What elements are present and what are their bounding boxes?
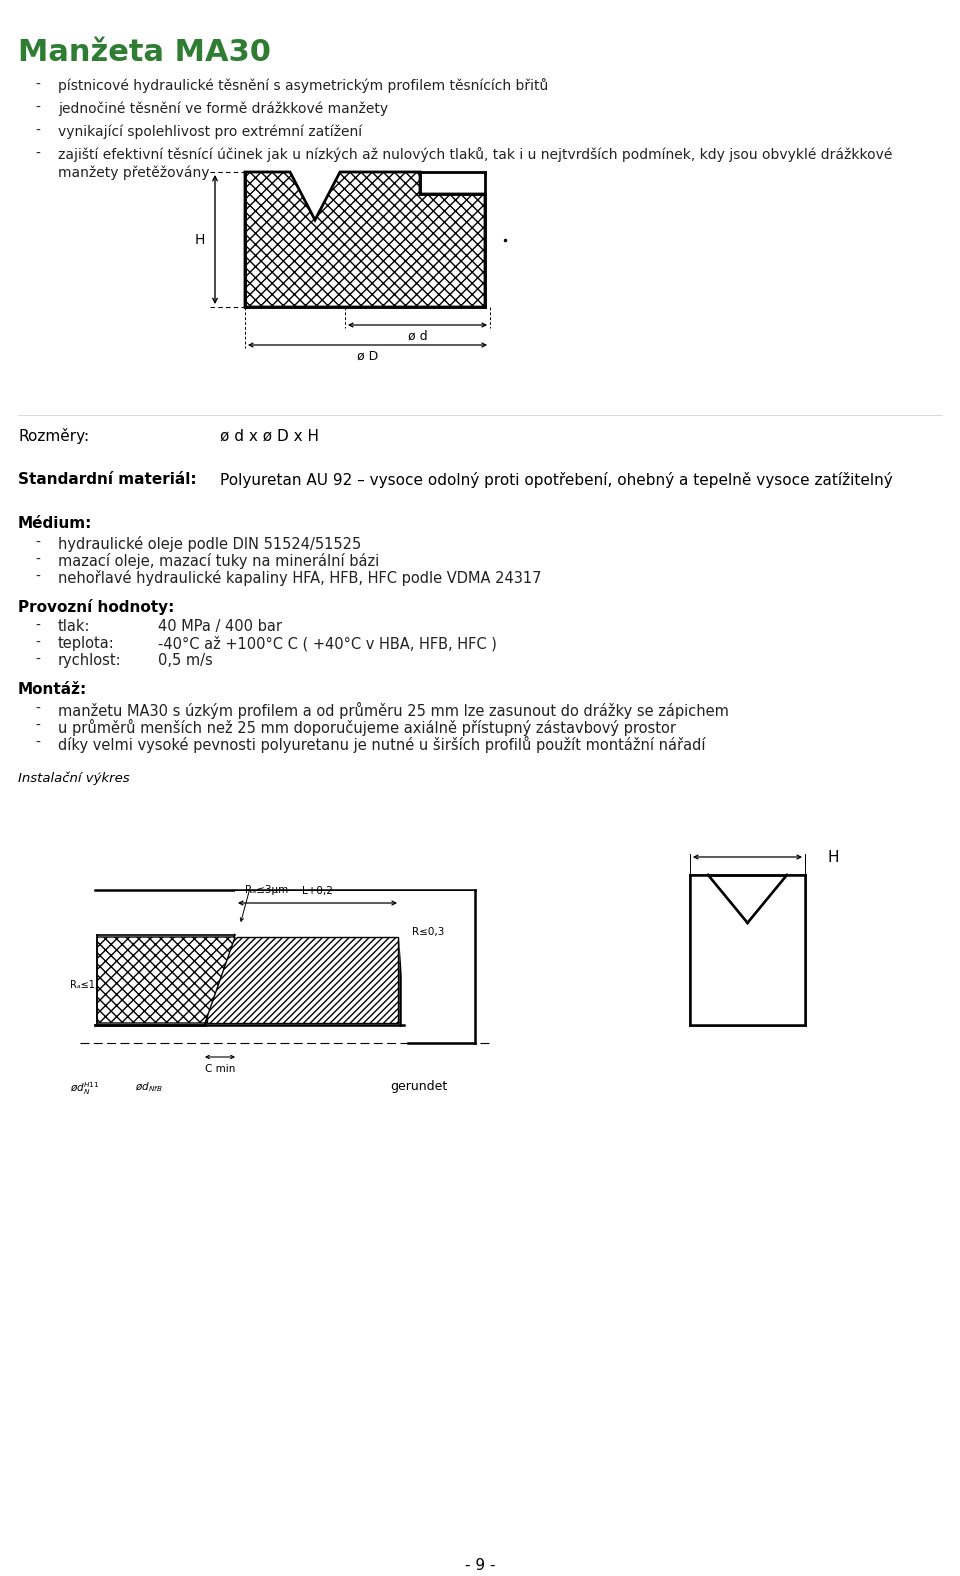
Text: -: - bbox=[35, 536, 40, 550]
Text: 1/2 G: 1/2 G bbox=[240, 955, 270, 965]
Text: -40°C až +100°C C ( +40°C v HBA, HFB, HFC ): -40°C až +100°C C ( +40°C v HBA, HFB, HF… bbox=[158, 637, 497, 651]
Text: ø d x ø D x H: ø d x ø D x H bbox=[220, 429, 319, 443]
Text: Rₐ≤3μm: Rₐ≤3μm bbox=[245, 886, 288, 895]
Text: -: - bbox=[35, 77, 40, 91]
Text: ø d: ø d bbox=[408, 329, 427, 344]
Text: -: - bbox=[35, 125, 40, 139]
Text: -: - bbox=[35, 637, 40, 649]
Text: teplota:: teplota: bbox=[58, 637, 115, 651]
Text: C min: C min bbox=[204, 1064, 235, 1073]
Text: H: H bbox=[195, 233, 205, 246]
Text: díky velmi vysoké pevnosti polyuretanu je nutné u širších profilů použít montážn: díky velmi vysoké pevnosti polyuretanu j… bbox=[58, 736, 706, 753]
Text: jednočiné těsnění ve formě drážkkové manžety: jednočiné těsnění ve formě drážkkové ma… bbox=[58, 101, 388, 115]
Text: H: H bbox=[828, 849, 839, 865]
Text: Rₐ≤1,8μm: Rₐ≤1,8μm bbox=[70, 980, 120, 990]
Text: -: - bbox=[35, 147, 40, 161]
Text: nehořlavé hydraulické kapaliny HFA, HFB, HFC podle VDMA 24317: nehořlavé hydraulické kapaliny HFA, HFB,… bbox=[58, 571, 541, 586]
Text: -: - bbox=[35, 101, 40, 115]
Polygon shape bbox=[207, 938, 398, 1023]
Text: pístnicové hydraulické těsnění s asymetrickým profilem těsnících břitů: pístnicové hydraulické těsnění s asymetr… bbox=[58, 77, 548, 93]
Text: -: - bbox=[35, 701, 40, 716]
Text: L+0,2: L+0,2 bbox=[302, 886, 333, 897]
Text: tlak:: tlak: bbox=[58, 619, 90, 634]
Text: Rozměry:: Rozměry: bbox=[18, 429, 89, 444]
Text: ø D: ø D bbox=[357, 350, 378, 362]
Text: ød$_{NfB}$: ød$_{NfB}$ bbox=[135, 1080, 162, 1094]
Text: Manžeta MA30: Manžeta MA30 bbox=[18, 38, 271, 68]
Text: Médium:: Médium: bbox=[18, 515, 92, 531]
Text: gerundet: gerundet bbox=[390, 1080, 447, 1094]
Text: -: - bbox=[35, 571, 40, 585]
Text: Standardní materiál:: Standardní materiál: bbox=[18, 471, 197, 487]
Text: -: - bbox=[35, 619, 40, 634]
Text: manžetu MA30 s úzkým profilem a od průměru 25 mm lze zasunout do drážky se zápic: manžetu MA30 s úzkým profilem a od průmě… bbox=[58, 701, 729, 719]
Text: - 9 -: - 9 - bbox=[465, 1559, 495, 1573]
Text: -: - bbox=[35, 553, 40, 567]
Polygon shape bbox=[97, 938, 235, 1023]
Text: -: - bbox=[35, 719, 40, 733]
Text: hydraulické oleje podle DIN 51524/51525: hydraulické oleje podle DIN 51524/51525 bbox=[58, 536, 361, 552]
Text: R≤0,3: R≤0,3 bbox=[412, 927, 444, 938]
Text: zajiští efektivní těsnící účinek jak u nízkých až nulových tlaků, tak i u nejtvr: zajiští efektivní těsnící účinek jak u n… bbox=[58, 147, 893, 162]
Text: rychlost:: rychlost: bbox=[58, 652, 122, 668]
Text: 40 MPa / 400 bar: 40 MPa / 400 bar bbox=[158, 619, 282, 634]
Text: -: - bbox=[35, 652, 40, 667]
Polygon shape bbox=[235, 890, 474, 1042]
Text: Montáž:: Montáž: bbox=[18, 682, 87, 697]
Text: 20°: 20° bbox=[210, 1015, 229, 1024]
Text: 0,5 m/s: 0,5 m/s bbox=[158, 652, 213, 668]
Text: Polyuretan AU 92 – vysoce odolný proti opotřebení, ohebný a tepelně vysoce zatíž: Polyuretan AU 92 – vysoce odolný proti o… bbox=[220, 471, 893, 489]
Polygon shape bbox=[690, 875, 805, 1024]
Text: mazací oleje, mazací tuky na minerální bázi: mazací oleje, mazací tuky na minerální b… bbox=[58, 553, 379, 569]
Text: -: - bbox=[35, 736, 40, 750]
Text: Instalační výkres: Instalační výkres bbox=[18, 771, 130, 785]
Text: ød$_N^{H11}$: ød$_N^{H11}$ bbox=[70, 1080, 99, 1097]
Text: Rₐ≤0,4μm: Rₐ≤0,4μm bbox=[180, 994, 229, 1005]
Text: Provozní hodnoty:: Provozní hodnoty: bbox=[18, 599, 175, 615]
Text: u průměrů menších než 25 mm doporučujeme axiálně přístupný zástavbový prostor: u průměrů menších než 25 mm doporučujeme… bbox=[58, 719, 676, 736]
Polygon shape bbox=[245, 172, 485, 307]
Text: manžety přetěžovány: manžety přetěžovány bbox=[58, 165, 209, 180]
Text: vynikající spolehlivost pro extrémní zatížení: vynikající spolehlivost pro extrémní zat… bbox=[58, 125, 362, 139]
